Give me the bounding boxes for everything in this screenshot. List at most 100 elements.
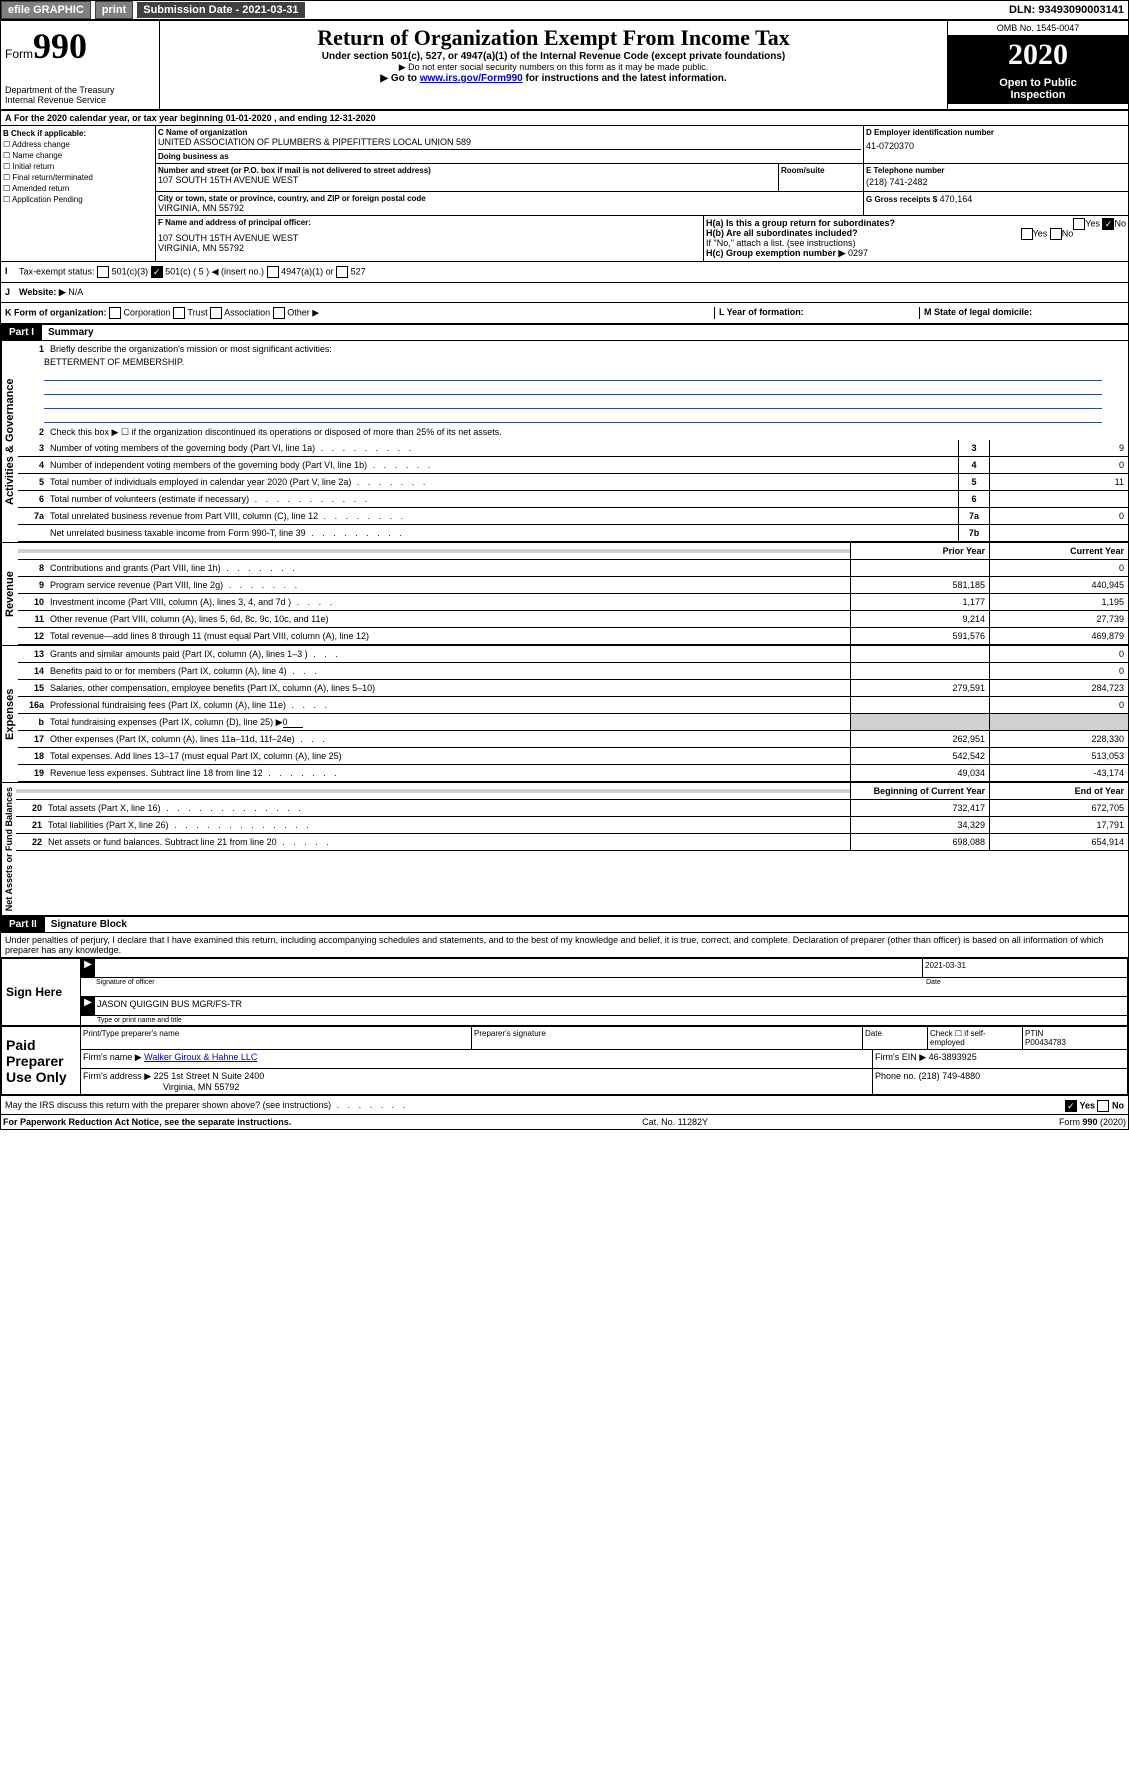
firm-ein-label: Firm's EIN ▶ — [875, 1052, 926, 1062]
firm-name[interactable]: Walker Giroux & Hahne LLC — [144, 1052, 257, 1062]
cb-initial-return[interactable]: ☐ Initial return — [3, 161, 153, 172]
l9-cy: 440,945 — [989, 577, 1128, 593]
irs-label: Internal Revenue Service — [5, 95, 155, 105]
goto-prefix: ▶ Go to — [380, 73, 419, 84]
tax-year: 2020 — [948, 36, 1128, 74]
discuss-question: May the IRS discuss this return with the… — [5, 1100, 331, 1110]
hb-yes[interactable] — [1021, 228, 1033, 240]
l9-py: 581,185 — [850, 577, 989, 593]
l16a-cy: 0 — [989, 697, 1128, 713]
l22-by: 698,088 — [850, 834, 989, 850]
l14-text: Benefits paid to or for members (Part IX… — [50, 666, 287, 676]
form-990: Form990 Department of the Treasury Inter… — [0, 20, 1129, 1130]
l21-by: 34,329 — [850, 817, 989, 833]
prior-year-header: Prior Year — [850, 543, 989, 559]
cb-corp[interactable] — [109, 307, 121, 319]
cb-501c3[interactable] — [97, 266, 109, 278]
ha-label: H(a) Is this a group return for subordin… — [706, 218, 895, 228]
l10-text: Investment income (Part VIII, column (A)… — [50, 597, 291, 607]
l22-text: Net assets or fund balances. Subtract li… — [48, 837, 277, 847]
l8-py — [850, 560, 989, 576]
discuss-no[interactable] — [1097, 1100, 1109, 1112]
side-net-assets: Net Assets or Fund Balances — [1, 783, 16, 915]
cb-name-change[interactable]: ☐ Name change — [3, 150, 153, 161]
cb-final-return[interactable]: ☐ Final return/terminated — [3, 172, 153, 183]
form-number: 990 — [33, 26, 87, 66]
inspection: Inspection — [1010, 89, 1065, 101]
ha-no[interactable]: ✓ — [1102, 218, 1114, 230]
firm-city: Virginia, MN 55792 — [83, 1082, 239, 1092]
l3-text: Number of voting members of the governin… — [50, 443, 315, 453]
line-a: A For the 2020 calendar year, or tax yea… — [1, 111, 1128, 126]
i-label: I — [5, 266, 19, 278]
pra-notice: For Paperwork Reduction Act Notice, see … — [3, 1117, 291, 1127]
ein-label: D Employer identification number — [866, 128, 1126, 137]
officer-addr1: 107 SOUTH 15TH AVENUE WEST — [158, 227, 701, 243]
m-label: M State of legal domicile: — [924, 307, 1032, 317]
l1-value: BETTERMENT OF MEMBERSHIP. — [44, 357, 1102, 367]
discuss-yes[interactable]: ✓ — [1065, 1100, 1077, 1112]
side-expenses: Expenses — [1, 646, 18, 782]
firm-name-label: Firm's name ▶ — [83, 1052, 142, 1062]
hc-val: 0297 — [848, 248, 868, 258]
cb-trust[interactable] — [173, 307, 185, 319]
form-label: Form — [5, 47, 33, 61]
hc-label: H(c) Group exemption number ▶ — [706, 248, 845, 258]
goto-suffix: for instructions and the latest informat… — [523, 73, 727, 84]
cb-amended-return[interactable]: ☐ Amended return — [3, 183, 153, 194]
l9-text: Program service revenue (Part VIII, line… — [50, 580, 223, 590]
cb-assoc[interactable] — [210, 307, 222, 319]
l11-py: 9,214 — [850, 611, 989, 627]
l7b-value — [989, 525, 1128, 541]
l19-py: 49,034 — [850, 765, 989, 781]
gross-receipts: 470,164 — [940, 194, 973, 204]
l13-text: Grants and similar amounts paid (Part IX… — [50, 649, 308, 659]
sign-date: 2021-03-31 — [925, 961, 966, 970]
part2-title: Signature Block — [45, 917, 133, 932]
date-label: Date — [925, 978, 1127, 996]
l10-py: 1,177 — [850, 594, 989, 610]
l19-text: Revenue less expenses. Subtract line 18 … — [50, 768, 263, 778]
firm-addr: 225 1st Street N Suite 2400 — [154, 1071, 265, 1081]
preparer-date-label: Date — [863, 1027, 928, 1049]
type-name-label: Type or print name and title — [81, 1016, 1127, 1025]
cb-501c[interactable]: ✓ — [151, 266, 163, 278]
omb-number: OMB No. 1545-0047 — [948, 21, 1128, 36]
end-year-header: End of Year — [989, 783, 1128, 799]
l21-ey: 17,791 — [989, 817, 1128, 833]
cb-address-change[interactable]: ☐ Address change — [3, 139, 153, 150]
self-employed-label: Check ☐ if self-employed — [928, 1027, 1023, 1049]
city-label: City or town, state or province, country… — [158, 194, 861, 203]
l1-text: Briefly describe the organization's miss… — [48, 342, 1128, 356]
l18-text: Total expenses. Add lines 13–17 (must eq… — [48, 749, 850, 763]
ha-yes[interactable] — [1073, 218, 1085, 230]
cb-4947[interactable] — [267, 266, 279, 278]
room-label: Room/suite — [781, 166, 861, 175]
l14-py — [850, 663, 989, 679]
ein: 41-0720370 — [866, 137, 1126, 155]
part1-title: Summary — [42, 325, 100, 340]
l17-cy: 228,330 — [989, 731, 1128, 747]
hb-no[interactable] — [1050, 228, 1062, 240]
l11-text: Other revenue (Part VIII, column (A), li… — [48, 612, 850, 626]
print-button[interactable]: print — [95, 1, 133, 19]
efile-button[interactable]: efile GRAPHIC — [1, 1, 91, 19]
form-title: Return of Organization Exempt From Incom… — [164, 25, 943, 51]
l14-cy: 0 — [989, 663, 1128, 679]
irs-link[interactable]: www.irs.gov/Form990 — [420, 73, 523, 84]
firm-ein: 46-3893925 — [929, 1052, 977, 1062]
l17-text: Other expenses (Part IX, column (A), lin… — [50, 734, 295, 744]
l6-text: Total number of volunteers (estimate if … — [50, 494, 249, 504]
l12-text: Total revenue—add lines 8 through 11 (mu… — [48, 629, 850, 643]
l5-text: Total number of individuals employed in … — [50, 477, 351, 487]
cb-527[interactable] — [336, 266, 348, 278]
cb-application-pending[interactable]: ☐ Application Pending — [3, 194, 153, 205]
l4-value: 0 — [989, 457, 1128, 473]
l11-cy: 27,739 — [989, 611, 1128, 627]
section-b-checkboxes: B Check if applicable: ☐ Address change … — [1, 126, 156, 261]
l20-by: 732,417 — [850, 800, 989, 816]
l20-ey: 672,705 — [989, 800, 1128, 816]
cb-other[interactable] — [273, 307, 285, 319]
cat-number: Cat. No. 11282Y — [642, 1117, 708, 1127]
website: N/A — [68, 287, 83, 297]
